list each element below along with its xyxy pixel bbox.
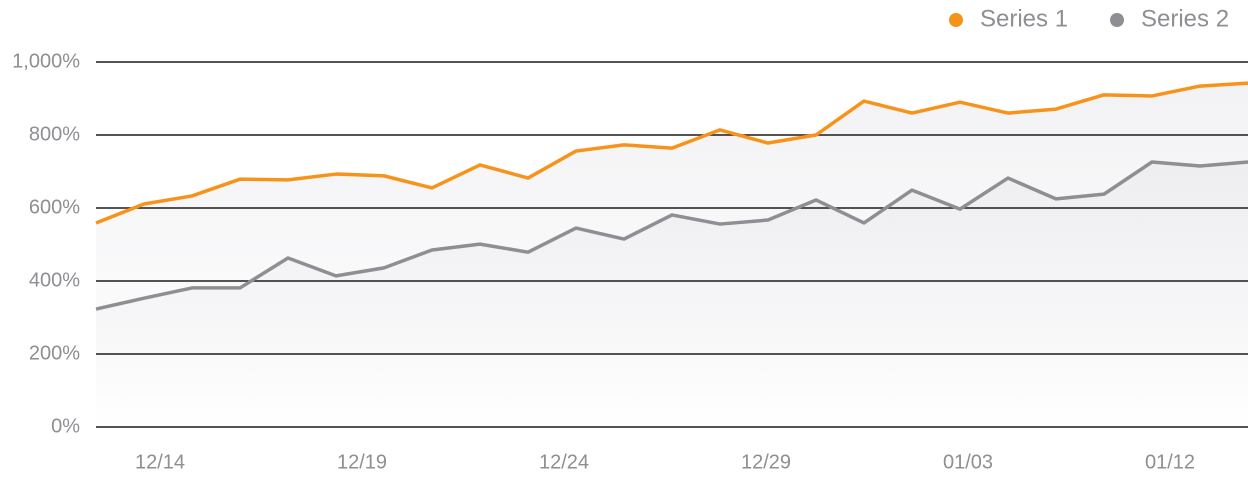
x-tick-label: 01/12 [1145, 451, 1195, 473]
x-tick-label: 12/19 [337, 451, 387, 473]
area-fill [96, 162, 1248, 427]
legend: Series 1 Series 2 [949, 5, 1229, 32]
y-tick-label: 400% [29, 269, 80, 291]
x-tick-label: 12/24 [539, 451, 589, 473]
x-tick-label: 01/03 [943, 451, 993, 473]
y-tick-label: 800% [29, 123, 80, 145]
y-tick-label: 600% [29, 196, 80, 218]
legend-marker [1110, 13, 1124, 27]
y-tick-label: 1,000% [12, 50, 80, 72]
legend-label: Series 1 [980, 5, 1068, 32]
series-line [95, 81, 1248, 225]
legend-marker [949, 13, 963, 27]
series-line [95, 160, 1248, 311]
y-tick-label: 200% [29, 342, 80, 364]
x-tick-label: 12/14 [135, 451, 185, 473]
legend-label: Series 2 [1141, 5, 1229, 32]
x-tick-label: 12/29 [741, 451, 791, 473]
y-tick-label: 0% [51, 415, 80, 437]
